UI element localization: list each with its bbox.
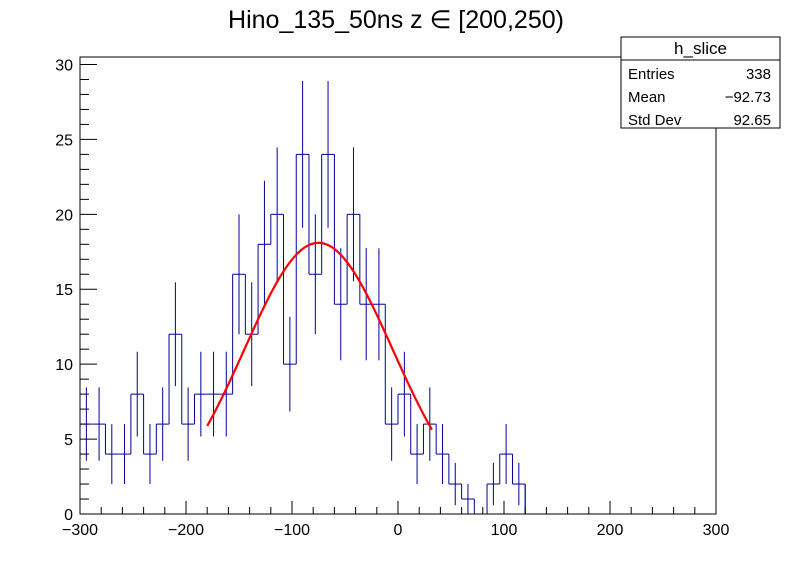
stats-mean-value: −92.73 xyxy=(725,89,771,106)
stats-mean-label: Mean xyxy=(628,89,666,106)
stats-box-border xyxy=(620,36,781,129)
y-axis: 0 5 10 15 20 25 30 xyxy=(55,57,97,524)
stats-stddev-label: Std Dev xyxy=(628,112,682,129)
x-tick-label: 300 xyxy=(703,522,730,539)
y-tick-label: 15 xyxy=(55,282,73,299)
x-tick-label: 200 xyxy=(597,522,624,539)
fit-curve xyxy=(206,241,433,431)
stats-box-title: h_slice xyxy=(674,39,727,58)
x-tick-label: −100 xyxy=(274,522,310,539)
chart-title: Hino_135_50ns z ∈ [200,250) xyxy=(228,6,564,34)
stats-stddev-value: 92.65 xyxy=(733,112,771,129)
stats-entries-value: 338 xyxy=(746,66,771,83)
y-tick-label: 5 xyxy=(64,432,73,449)
x-tick-label: 0 xyxy=(394,522,403,539)
stats-entries-label: Entries xyxy=(628,66,675,83)
y-tick-label: 0 xyxy=(64,507,73,524)
y-tick-label: 30 xyxy=(55,57,73,74)
y-tick-label: 10 xyxy=(55,357,73,374)
stats-box: h_slice Entries 338 Mean −92.73 Std Dev … xyxy=(620,36,781,129)
x-tick-label: 100 xyxy=(491,522,518,539)
x-axis: −300 −200 −100 0 100 200 300 xyxy=(62,501,729,539)
y-tick-label: 20 xyxy=(55,207,73,224)
error-bars xyxy=(85,80,520,514)
x-tick-label: −300 xyxy=(62,522,98,539)
y-tick-label: 25 xyxy=(55,132,73,149)
x-tick-label: −200 xyxy=(168,522,204,539)
